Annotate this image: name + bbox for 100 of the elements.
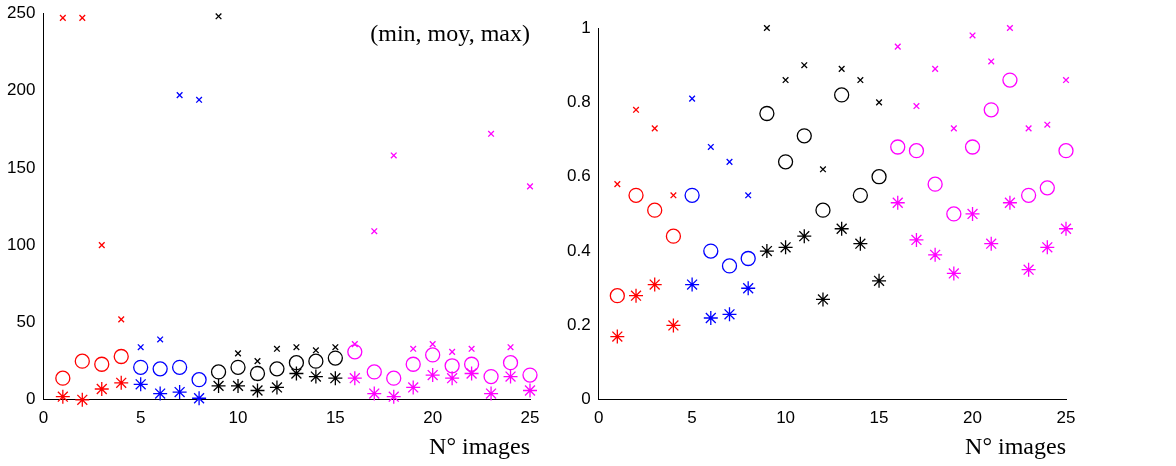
point xyxy=(152,385,168,402)
point xyxy=(55,389,71,405)
point xyxy=(1039,239,1055,256)
point xyxy=(871,273,887,289)
point xyxy=(740,250,756,267)
point xyxy=(721,258,738,274)
y-tick-label: 0.8 xyxy=(566,92,591,112)
point xyxy=(249,382,266,399)
point xyxy=(964,139,981,155)
point xyxy=(950,124,958,132)
point xyxy=(386,370,402,386)
point xyxy=(176,91,184,99)
point xyxy=(94,381,110,397)
point xyxy=(1020,262,1037,278)
point xyxy=(782,76,790,84)
point xyxy=(191,372,207,388)
point xyxy=(912,102,920,110)
y-tick-label: 0.2 xyxy=(566,315,591,335)
point xyxy=(871,169,887,185)
point xyxy=(468,345,476,353)
point xyxy=(137,343,145,351)
point xyxy=(234,349,242,357)
point xyxy=(405,379,421,396)
y-tick-label: 0 xyxy=(581,389,591,409)
point xyxy=(288,365,305,382)
point xyxy=(463,365,480,382)
point xyxy=(113,375,129,391)
point xyxy=(308,353,324,369)
point xyxy=(1002,195,1018,211)
point xyxy=(390,151,398,159)
point xyxy=(838,65,846,73)
point xyxy=(987,57,995,65)
point xyxy=(171,359,188,375)
point xyxy=(707,143,715,151)
point xyxy=(483,368,499,385)
point xyxy=(796,128,812,144)
point xyxy=(669,191,677,199)
x-tick-label: 15 xyxy=(869,407,889,427)
point xyxy=(113,348,129,365)
point xyxy=(78,14,86,22)
point xyxy=(331,343,339,351)
point xyxy=(269,361,285,377)
point xyxy=(628,288,644,304)
point xyxy=(1002,72,1018,88)
point xyxy=(152,361,168,377)
point xyxy=(463,356,480,372)
point xyxy=(647,202,663,218)
point xyxy=(347,344,363,360)
point xyxy=(191,390,207,406)
point xyxy=(819,165,827,173)
point xyxy=(522,367,538,383)
point xyxy=(502,368,519,385)
point xyxy=(74,392,90,408)
point xyxy=(273,345,281,353)
point xyxy=(210,364,227,380)
x-tick-label: 10 xyxy=(228,407,248,427)
point xyxy=(800,61,808,69)
point xyxy=(210,378,227,394)
point xyxy=(117,315,125,323)
point xyxy=(651,124,659,132)
annotation: (min, moy, max) xyxy=(370,20,530,47)
point xyxy=(1039,180,1055,196)
point xyxy=(684,276,700,293)
point xyxy=(890,139,906,155)
point xyxy=(254,357,261,365)
point xyxy=(609,288,625,304)
x-axis-title: N° images xyxy=(965,432,1066,459)
y-tick-label: 0.4 xyxy=(566,240,591,260)
point xyxy=(632,106,640,114)
point xyxy=(613,180,621,188)
point xyxy=(908,143,925,159)
point xyxy=(171,384,188,400)
point xyxy=(292,343,300,351)
point xyxy=(927,247,943,263)
point xyxy=(230,359,246,375)
point xyxy=(98,241,106,249)
point xyxy=(703,310,719,326)
point xyxy=(796,228,812,244)
point xyxy=(288,355,305,371)
point xyxy=(483,385,499,402)
y-tick-label: 50 xyxy=(16,312,36,332)
point xyxy=(815,202,831,218)
point xyxy=(522,382,538,399)
point xyxy=(405,356,421,372)
point xyxy=(983,235,999,252)
x-tick-label: 5 xyxy=(135,407,146,427)
point xyxy=(834,221,850,237)
point xyxy=(444,370,460,386)
point xyxy=(759,105,775,122)
point xyxy=(946,206,962,222)
x-tick-label: 0 xyxy=(38,407,49,427)
point xyxy=(327,370,343,386)
point xyxy=(386,389,402,405)
x-axis-title: N° images xyxy=(429,432,530,459)
point xyxy=(156,336,164,343)
point xyxy=(74,353,90,369)
point xyxy=(133,359,149,375)
point xyxy=(308,368,324,385)
y-tick-label: 250 xyxy=(6,2,36,22)
point xyxy=(526,182,534,190)
